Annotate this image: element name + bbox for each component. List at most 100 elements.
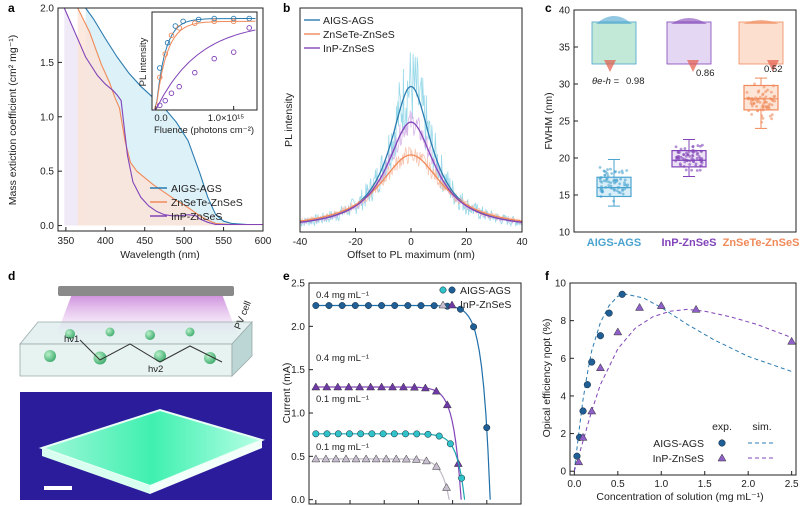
box-point (691, 158, 695, 162)
legend-label: InP-ZnSeS (323, 43, 374, 55)
y-tick-label: 15 (559, 191, 571, 202)
iv-point (424, 430, 432, 438)
box-point (761, 108, 765, 112)
exp-point (618, 290, 626, 298)
iv-point (366, 382, 376, 391)
inset-point (157, 74, 163, 81)
legend-label: AIGS-AGS (323, 15, 374, 27)
photo-slab-edge (42, 448, 150, 494)
iv-point (334, 430, 342, 438)
box-point (766, 88, 769, 92)
box-point (695, 169, 699, 172)
x-tick-label: 550 (215, 236, 232, 247)
iv-point (401, 454, 411, 463)
box-point (770, 90, 773, 94)
box-point (756, 97, 760, 101)
y-tick-label: 10 (555, 279, 567, 290)
inset-xtick-0: 0.0 (154, 113, 167, 124)
y-tick-label: 2.5 (291, 279, 305, 290)
box-point (768, 114, 772, 118)
iv-point (377, 382, 386, 391)
box-point (760, 114, 764, 118)
legend-header: sim. (752, 421, 771, 433)
theta-aigs: 0.98 (626, 76, 645, 87)
x-tick-label: 600 (255, 236, 272, 247)
inset-point (246, 15, 252, 22)
box-point (761, 116, 765, 120)
electron-wavefunction-icon (743, 20, 779, 24)
electron-wavefunction-icon (671, 18, 707, 24)
panel-label-c: c (545, 1, 552, 15)
exp-point (579, 407, 587, 415)
panel-label-e: e (283, 269, 290, 283)
iv-point (388, 382, 397, 391)
electron-wavefunction-icon (596, 16, 632, 24)
x-tick-label: 1.0 (654, 479, 668, 490)
inset-point (176, 25, 182, 31)
iv-point (458, 474, 466, 482)
y-tick-label: 0.5 (291, 452, 305, 463)
iv-point (311, 454, 321, 463)
inset-point (211, 55, 217, 62)
iv-point (311, 382, 321, 391)
box-point (747, 97, 751, 100)
legend-label: ZnSeTe-ZnSeS (323, 29, 395, 41)
box-point (752, 102, 756, 105)
legend-marker (439, 286, 447, 294)
iv-point (413, 430, 421, 438)
box-point (682, 165, 686, 168)
box-point (685, 159, 689, 163)
iv-point (431, 386, 441, 395)
box-point (605, 177, 609, 181)
annot-aigs-01: 0.1 mg mL⁻¹ (316, 394, 369, 405)
label-hv1: hν1 (64, 334, 79, 345)
inset-xtick-1: 1.0×10¹⁵ (208, 113, 244, 124)
x-tick-label: 1.5 (698, 479, 712, 490)
box-point (688, 159, 692, 163)
quantum-dot (65, 329, 75, 339)
box-point (612, 187, 616, 191)
box-point (682, 153, 685, 156)
exp-point (583, 381, 591, 389)
box-point (751, 98, 755, 102)
inset-point (192, 20, 198, 26)
box-point (700, 143, 704, 147)
box-point (614, 180, 618, 184)
exp-point (635, 302, 644, 311)
box-point (694, 164, 698, 168)
box-point (773, 94, 777, 98)
iv-point (446, 440, 454, 448)
legend-label: InP-ZnSeS (460, 299, 511, 311)
box-point (607, 184, 611, 187)
exp-point (596, 332, 604, 340)
x-tick-label: 2.5 (785, 479, 799, 490)
box-point (615, 178, 619, 182)
noisy-data-znsete-znses (299, 146, 523, 224)
inset-point (192, 69, 198, 76)
inset-point (246, 25, 252, 31)
box-point (609, 181, 612, 185)
box-point (700, 161, 704, 165)
box-point (695, 156, 699, 160)
hole-wavefunction-icon (604, 60, 616, 72)
box-point (691, 154, 695, 158)
iv-point (333, 382, 343, 391)
box-point (763, 98, 767, 102)
iv-point (355, 382, 365, 391)
iv-point (402, 430, 409, 438)
y-tick-label: 25 (559, 117, 571, 128)
iv-point (391, 454, 401, 463)
x-tick-label: 0.0 (567, 479, 581, 490)
legend-label: AIGS-AGS (171, 183, 222, 195)
iv-point (338, 302, 346, 309)
panel-b-chart: -40 -20 0 20 40 Offset to PL maximum (nm) PL… (283, 7, 528, 261)
box-point (764, 95, 768, 99)
box-point (612, 199, 616, 203)
box-point (606, 174, 610, 178)
iv-point (381, 454, 391, 463)
box-point (602, 169, 606, 173)
x-tick-label: 2.0 (741, 479, 755, 490)
box-point (679, 155, 683, 159)
box-point (690, 168, 694, 172)
x-tick-label: 350 (58, 236, 75, 247)
